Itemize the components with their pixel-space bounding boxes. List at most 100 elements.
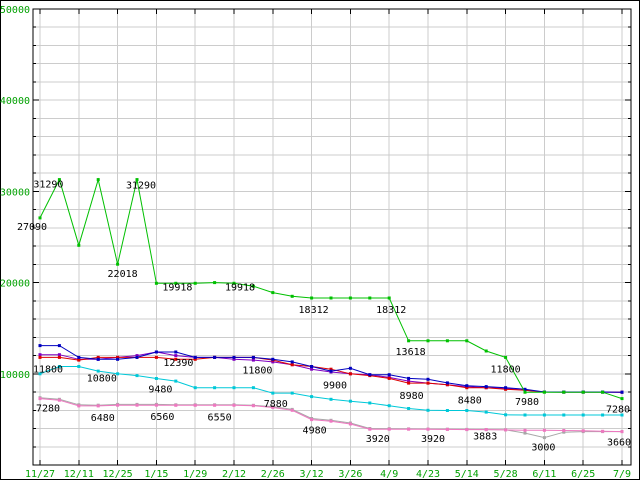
series-magenta-point	[407, 427, 411, 431]
x-tick-label: 6/25	[571, 469, 595, 480]
series-cyan-point	[154, 377, 158, 380]
point-value-label: 11800	[242, 365, 272, 376]
series-navy-point	[271, 357, 275, 361]
series-green-point	[57, 178, 61, 182]
series-magenta-point	[465, 428, 469, 432]
series-red-point	[38, 355, 42, 359]
series-red-point	[465, 386, 469, 390]
point-value-label: 7280	[36, 404, 60, 415]
series-green-point	[484, 349, 488, 353]
series-magenta-point	[174, 403, 178, 407]
series-green-point	[426, 339, 430, 343]
point-value-label: 11800	[33, 364, 63, 375]
series-green-point	[523, 390, 527, 394]
series-cyan-point	[504, 413, 508, 417]
series-navy-point	[465, 384, 469, 388]
series-green-point	[251, 284, 255, 288]
series-gray-point	[542, 436, 546, 440]
series-cyan-point	[135, 374, 139, 378]
series-red-point	[387, 376, 391, 380]
series-magenta-point	[213, 403, 217, 407]
series-navy-point	[96, 357, 100, 361]
series-cyan-point	[57, 365, 61, 368]
series-green-point	[96, 178, 100, 182]
series-cyan-point	[581, 413, 585, 417]
series-navy-point	[290, 360, 294, 364]
series-magenta-point	[154, 403, 158, 407]
point-value-label: 22018	[108, 269, 138, 280]
series-red-point	[290, 363, 294, 367]
series-red-point	[193, 357, 197, 361]
series-magenta-point	[523, 428, 527, 432]
series-navy-point	[77, 355, 81, 359]
point-value-label: 12390	[163, 358, 193, 369]
series-green-point	[562, 390, 566, 394]
series-green-point	[38, 216, 42, 220]
series-cyan-point	[387, 404, 391, 408]
series-green-point	[407, 339, 411, 343]
series-green-point	[77, 243, 81, 247]
series-navy-point	[329, 369, 333, 373]
series-magenta-point	[77, 404, 81, 408]
series-magenta-point	[562, 429, 566, 432]
x-tick-label: 11/27	[25, 469, 55, 480]
point-value-label: 31290	[126, 181, 156, 192]
series-purple-point	[310, 367, 314, 371]
series-red-point	[504, 387, 508, 391]
series-cyan-point	[348, 399, 352, 403]
x-tick-label: 5/14	[455, 469, 479, 480]
series-navy-point	[445, 381, 449, 385]
series-cyan-point	[562, 413, 566, 417]
point-value-label: 31290	[33, 180, 63, 191]
series-magenta-point	[232, 403, 236, 407]
series-green-point	[387, 296, 391, 300]
point-value-label: 7280	[606, 405, 630, 416]
series-navy-point	[523, 387, 527, 391]
series-red-point	[426, 381, 430, 385]
series-navy-point	[348, 366, 352, 370]
series-red-point	[154, 355, 158, 359]
series-navy-point	[504, 386, 508, 390]
series-navy-point	[407, 376, 411, 380]
series-magenta-point	[504, 428, 508, 432]
series-cyan-point	[213, 386, 217, 390]
series-purple-point	[57, 353, 61, 357]
series-cyan-point	[465, 409, 469, 412]
series-navy-point	[57, 344, 61, 348]
series-navy-point	[387, 373, 391, 377]
point-value-label: 3660	[607, 438, 631, 449]
series-navy-point	[135, 355, 139, 359]
series-magenta-point	[271, 406, 275, 409]
series-cyan-point	[426, 408, 430, 412]
plot-border	[32, 8, 632, 466]
series-navy-point	[174, 350, 178, 354]
series-green-point	[445, 339, 449, 343]
point-value-label: 8980	[400, 391, 424, 402]
series-navy-point	[368, 373, 372, 377]
point-value-label: 7980	[515, 397, 539, 408]
series-green-point	[290, 294, 294, 298]
series-purple-point	[232, 357, 236, 361]
x-tick-label: 7/9	[613, 469, 631, 480]
series-navy-point	[426, 377, 430, 381]
series-purple-point	[251, 358, 255, 362]
series-green-point	[154, 281, 158, 285]
y-tick-label: 40000	[0, 96, 30, 107]
series-purple-point	[174, 354, 178, 358]
series-cyan-point	[445, 409, 449, 412]
series-magenta-point	[251, 404, 255, 408]
series-cyan-point	[407, 407, 411, 410]
series-magenta-point	[601, 429, 605, 433]
point-value-label: 18312	[376, 305, 406, 316]
series-red-point	[174, 357, 178, 361]
series-green-point	[542, 390, 546, 394]
point-value-label: 6480	[91, 413, 115, 424]
point-value-label: 10800	[87, 374, 117, 385]
series-cyan-point	[601, 413, 605, 417]
series-cyan-point	[116, 372, 120, 376]
series-red-point	[445, 383, 449, 387]
point-value-label: 6550	[208, 412, 232, 423]
series-red-point	[407, 381, 411, 385]
series-cyan-point	[368, 401, 372, 405]
